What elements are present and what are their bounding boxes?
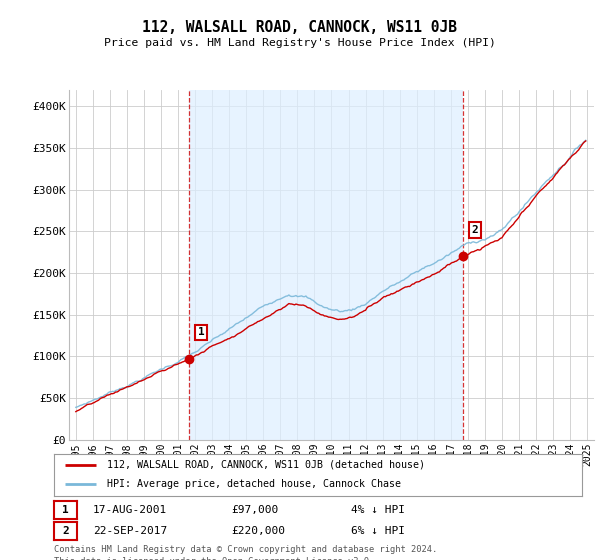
Text: 2: 2 [62, 526, 69, 536]
Text: 112, WALSALL ROAD, CANNOCK, WS11 0JB (detached house): 112, WALSALL ROAD, CANNOCK, WS11 0JB (de… [107, 460, 425, 470]
Text: 2: 2 [472, 225, 478, 235]
Text: 1: 1 [62, 505, 69, 515]
Text: Contains HM Land Registry data © Crown copyright and database right 2024.
This d: Contains HM Land Registry data © Crown c… [54, 545, 437, 560]
Text: Price paid vs. HM Land Registry's House Price Index (HPI): Price paid vs. HM Land Registry's House … [104, 38, 496, 48]
Text: HPI: Average price, detached house, Cannock Chase: HPI: Average price, detached house, Cann… [107, 479, 401, 489]
Text: 4% ↓ HPI: 4% ↓ HPI [351, 505, 405, 515]
Text: 17-AUG-2001: 17-AUG-2001 [93, 505, 167, 515]
Bar [189, 90, 463, 440]
Text: 6% ↓ HPI: 6% ↓ HPI [351, 526, 405, 536]
Text: 22-SEP-2017: 22-SEP-2017 [93, 526, 167, 536]
Text: £97,000: £97,000 [231, 505, 278, 515]
Text: 112, WALSALL ROAD, CANNOCK, WS11 0JB: 112, WALSALL ROAD, CANNOCK, WS11 0JB [143, 20, 458, 35]
Text: 1: 1 [197, 328, 205, 338]
Text: £220,000: £220,000 [231, 526, 285, 536]
